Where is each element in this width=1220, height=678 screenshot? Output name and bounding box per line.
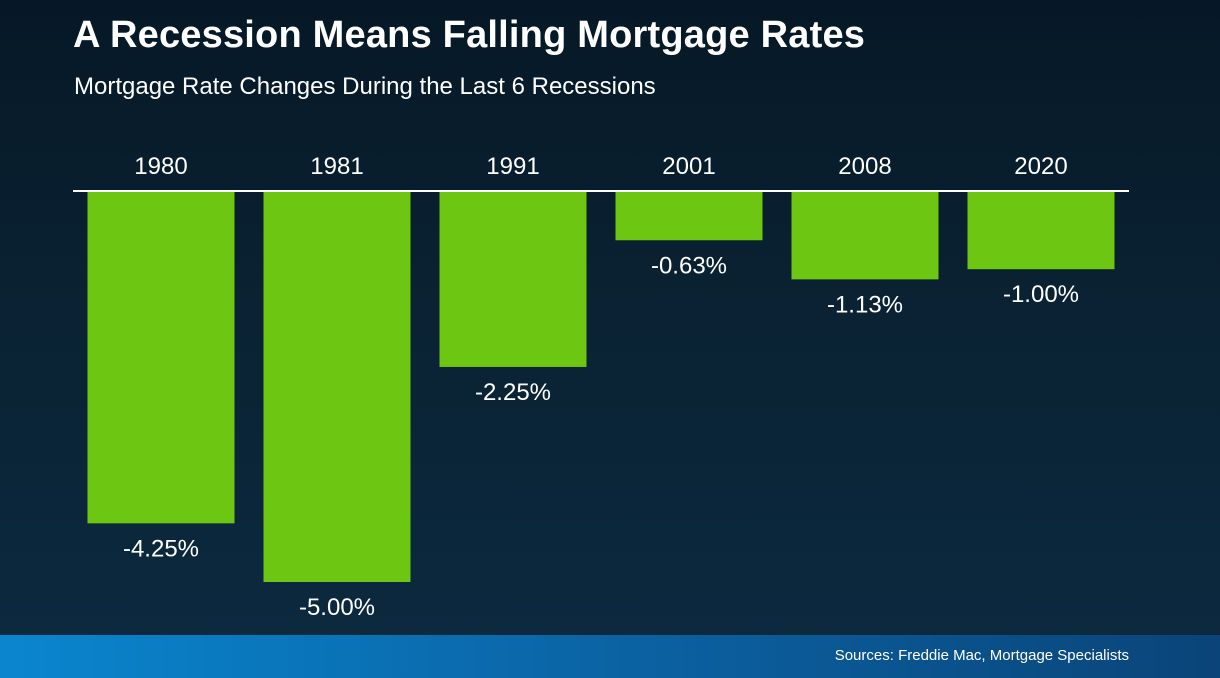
- bar: [967, 191, 1115, 270]
- value-label: -1.13%: [827, 291, 903, 318]
- value-label: -0.63%: [651, 252, 727, 279]
- category-label: 2001: [662, 153, 715, 180]
- category-label: 1991: [486, 153, 539, 180]
- bar: [439, 191, 587, 367]
- bar: [615, 191, 763, 241]
- bar: [791, 191, 939, 280]
- category-label: 2020: [1014, 153, 1067, 180]
- bar: [87, 191, 235, 524]
- chart-subtitle: Mortgage Rate Changes During the Last 6 …: [74, 73, 656, 100]
- category-label: 2008: [838, 153, 891, 180]
- footer-bar: Sources: Freddie Mac, Mortgage Specialis…: [0, 635, 1220, 678]
- value-label: -5.00%: [299, 594, 375, 621]
- bar: [263, 191, 411, 582]
- value-label: -1.00%: [1003, 281, 1079, 308]
- category-label: 1980: [134, 153, 187, 180]
- chart-title: A Recession Means Falling Mortgage Rates: [73, 14, 866, 56]
- sources-text: Sources: Freddie Mac, Mortgage Specialis…: [834, 647, 1129, 664]
- category-label: 1981: [310, 153, 363, 180]
- bar-chart: 1980 -4.25% 1981 -5.00% 1991 -2.25% 2001 -0.63%…: [87, 153, 1115, 621]
- value-label: -2.25%: [475, 379, 551, 406]
- value-label: -4.25%: [123, 535, 199, 562]
